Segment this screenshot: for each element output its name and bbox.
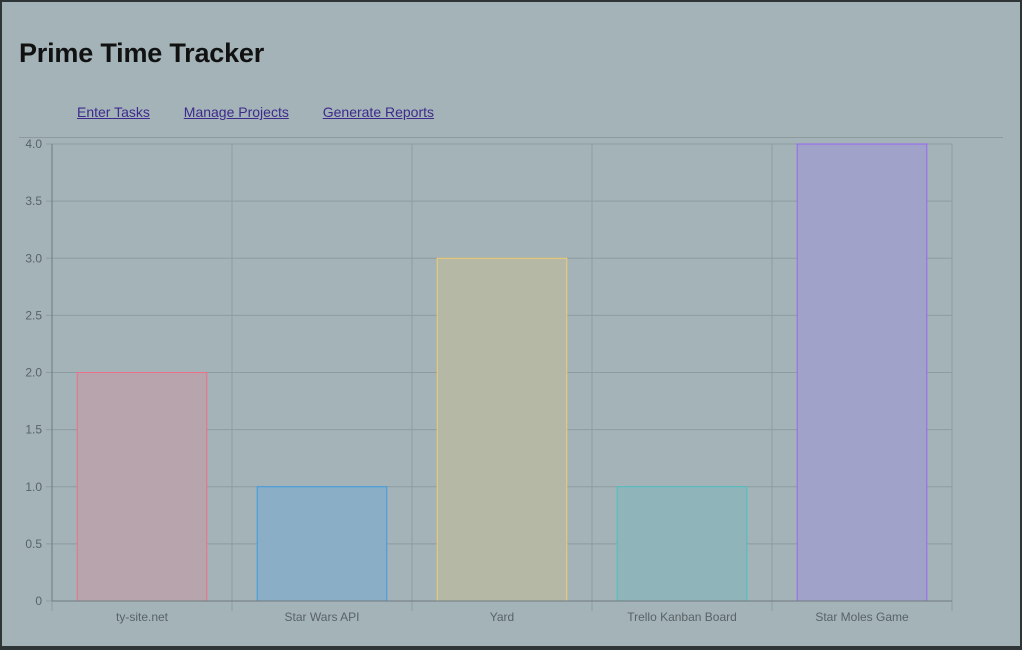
bar — [256, 486, 388, 602]
bar — [796, 143, 928, 602]
bar — [436, 257, 568, 602]
header-divider — [19, 137, 1003, 138]
chart-axes: 0 0.5 1.0 1.5 2.0 2.5 3.0 3.5 4.0 ty-site.net Star… — [25, 137, 952, 624]
x-tick-label: Star Moles Game — [815, 610, 909, 624]
y-tick-label: 0 — [35, 594, 42, 608]
nav-link-enter-tasks[interactable]: Enter Tasks — [77, 104, 150, 120]
page-title: Prime Time Tracker — [19, 38, 265, 68]
bar — [76, 372, 208, 602]
y-tick-label: 1.5 — [25, 423, 42, 437]
y-tick-label: 2.0 — [25, 366, 42, 380]
nav-bar: Enter Tasks Manage Projects Generate Rep… — [77, 104, 464, 120]
nav-link-manage-projects[interactable]: Manage Projects — [183, 104, 289, 120]
y-tick-label: 2.5 — [25, 308, 42, 322]
chart-bars — [76, 143, 928, 602]
x-tick-label: Trello Kanban Board — [627, 610, 737, 624]
y-tick-label: 3.5 — [25, 194, 42, 208]
y-tick-label: 4.0 — [25, 137, 42, 151]
y-tick-label: 3.0 — [25, 251, 42, 265]
y-tick-label: 0.5 — [25, 537, 42, 551]
x-tick-label: ty-site.net — [116, 610, 169, 624]
bar — [616, 486, 748, 602]
x-tick-label: Yard — [490, 610, 514, 624]
x-tick-label: Star Wars API — [285, 610, 360, 624]
nav-link-generate-reports[interactable]: Generate Reports — [322, 104, 435, 120]
y-tick-label: 1.0 — [25, 480, 42, 494]
